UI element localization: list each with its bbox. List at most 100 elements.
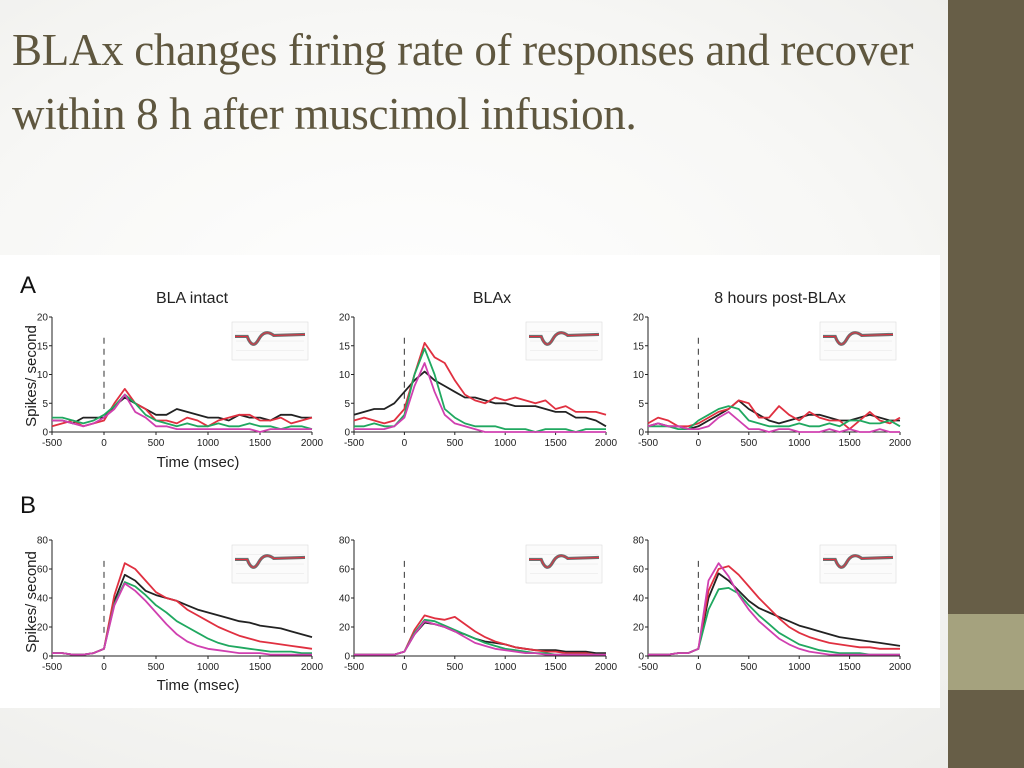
x-tick-label-b3: 500 xyxy=(740,662,757,673)
waveform-trace-mean xyxy=(823,555,894,568)
slide-title: BLAx changes firing rate of responses an… xyxy=(12,25,914,139)
column-title-blax: BLAx xyxy=(473,290,511,307)
y-tick-label-a1: 0 xyxy=(42,428,48,439)
row-a-xlabel: Time (msec) xyxy=(157,454,240,471)
series-line-b3-3 xyxy=(648,586,900,656)
row-b-xlabel: Time (msec) xyxy=(157,677,240,694)
y-tick-label-a1: 15 xyxy=(37,341,49,352)
series-line-b2-1 xyxy=(354,621,606,656)
y-tick-label-a2: 20 xyxy=(339,313,351,324)
y-tick-label-a3: 20 xyxy=(633,313,645,324)
series-line-b2-4 xyxy=(354,620,606,656)
series-line-b1-4 xyxy=(52,582,312,656)
x-tick-label-b3: 1500 xyxy=(838,662,861,673)
figure-svg: A B BLA intact BLAx 8 hours post-BLAx Sp… xyxy=(20,272,912,694)
x-tick-label-b2: 1000 xyxy=(494,662,517,673)
x-tick-label-b1: -500 xyxy=(42,662,62,673)
waveform-trace-mean xyxy=(529,555,600,568)
series-line-b3-4 xyxy=(648,562,900,656)
series-line-a3-3 xyxy=(648,405,901,431)
y-tick-label-a1: 20 xyxy=(37,313,49,324)
row-b-ylabel: Spikes/ second xyxy=(23,551,40,653)
y-tick-label-a2: 5 xyxy=(344,399,350,410)
y-tick-label-b2: 60 xyxy=(339,565,351,576)
x-tick-label-a3: 1500 xyxy=(838,438,861,449)
x-tick-label-b2: 0 xyxy=(402,662,408,673)
series-line-a2-2 xyxy=(353,342,607,425)
y-tick-label-b1: 0 xyxy=(42,652,48,663)
x-tick-label-b1: 1000 xyxy=(197,662,220,673)
series-line-a3-4 xyxy=(647,410,900,433)
x-tick-label-a1: -500 xyxy=(42,438,62,449)
y-tick-label-b2: 40 xyxy=(339,594,351,605)
x-tick-label-a2: 500 xyxy=(446,438,463,449)
x-tick-label-a2: -500 xyxy=(344,438,364,449)
series-line-b2-2 xyxy=(354,614,606,656)
y-tick-label-a2: 0 xyxy=(344,428,350,439)
x-tick-label-a2: 1000 xyxy=(494,438,517,449)
x-tick-label-a3: 500 xyxy=(740,438,757,449)
x-tick-label-a3: 0 xyxy=(696,438,702,449)
x-tick-label-a1: 2000 xyxy=(301,438,324,449)
y-tick-label-b3: 0 xyxy=(638,652,644,663)
x-tick-label-b1: 1500 xyxy=(249,662,272,673)
x-tick-label-a1: 1000 xyxy=(197,438,220,449)
series-line-a3-1 xyxy=(647,399,900,431)
x-tick-label-b1: 0 xyxy=(101,662,107,673)
x-tick-label-a1: 500 xyxy=(148,438,165,449)
y-tick-label-a1: 10 xyxy=(37,370,49,381)
series-line-a2-4 xyxy=(354,362,606,433)
series-line-a2-1 xyxy=(353,370,607,428)
x-tick-label-b2: 1500 xyxy=(544,662,567,673)
series-line-a3-2 xyxy=(647,399,901,431)
x-tick-label-a3: 2000 xyxy=(889,438,912,449)
y-tick-label-b3: 20 xyxy=(633,623,645,634)
x-tick-label-a2: 0 xyxy=(402,438,408,449)
y-tick-label-b1: 40 xyxy=(37,594,49,605)
y-tick-label-b2: 0 xyxy=(344,652,350,663)
y-tick-label-a3: 5 xyxy=(638,399,644,410)
x-tick-label-b3: 1000 xyxy=(788,662,811,673)
x-tick-label-a3: 1000 xyxy=(788,438,811,449)
y-tick-label-b1: 60 xyxy=(37,565,49,576)
row-a-ylabel: Spikes/ second xyxy=(23,325,40,427)
x-tick-label-b2: 2000 xyxy=(595,662,618,673)
row-label-b: B xyxy=(20,492,36,519)
y-tick-label-a2: 15 xyxy=(339,341,351,352)
waveform-trace-mean xyxy=(823,332,894,345)
waveform-trace-mean xyxy=(529,332,600,345)
y-tick-label-b1: 20 xyxy=(37,623,49,634)
x-tick-label-b2: 500 xyxy=(446,662,463,673)
x-tick-label-b1: 2000 xyxy=(301,662,324,673)
x-tick-label-a2: 2000 xyxy=(595,438,618,449)
x-tick-label-b3: 0 xyxy=(696,662,702,673)
series-line-b2-3 xyxy=(354,618,606,656)
y-tick-label-b2: 80 xyxy=(339,536,351,547)
column-title-8h-post-blax: 8 hours post-BLAx xyxy=(714,290,846,307)
x-tick-label-b3: -500 xyxy=(638,662,658,673)
series-line-a1-4 xyxy=(52,393,312,433)
series-line-a1-3 xyxy=(52,393,313,431)
x-tick-label-b1: 500 xyxy=(148,662,165,673)
y-tick-label-a3: 15 xyxy=(633,341,645,352)
x-tick-label-a3: -500 xyxy=(638,438,658,449)
waveform-trace-mean xyxy=(235,555,306,568)
sidebar-accent-block xyxy=(948,614,1024,690)
x-tick-label-b3: 2000 xyxy=(889,662,912,673)
y-tick-label-b3: 60 xyxy=(633,565,645,576)
x-tick-label-a2: 1500 xyxy=(544,438,567,449)
column-title-bla-intact: BLA intact xyxy=(156,290,229,307)
y-tick-label-b3: 40 xyxy=(633,594,645,605)
y-tick-label-a3: 0 xyxy=(638,428,644,439)
waveform-trace-mean xyxy=(235,332,306,345)
figure-panel: A B BLA intact BLAx 8 hours post-BLAx Sp… xyxy=(0,255,940,708)
y-tick-label-a3: 10 xyxy=(633,370,645,381)
y-tick-label-a2: 10 xyxy=(339,370,351,381)
x-tick-label-b2: -500 xyxy=(344,662,364,673)
x-tick-label-a1: 1500 xyxy=(249,438,272,449)
y-tick-label-b1: 80 xyxy=(37,536,49,547)
row-label-a: A xyxy=(20,272,36,299)
y-tick-label-b2: 20 xyxy=(339,623,351,634)
y-tick-label-a1: 5 xyxy=(42,399,48,410)
x-tick-label-a1: 0 xyxy=(101,438,107,449)
